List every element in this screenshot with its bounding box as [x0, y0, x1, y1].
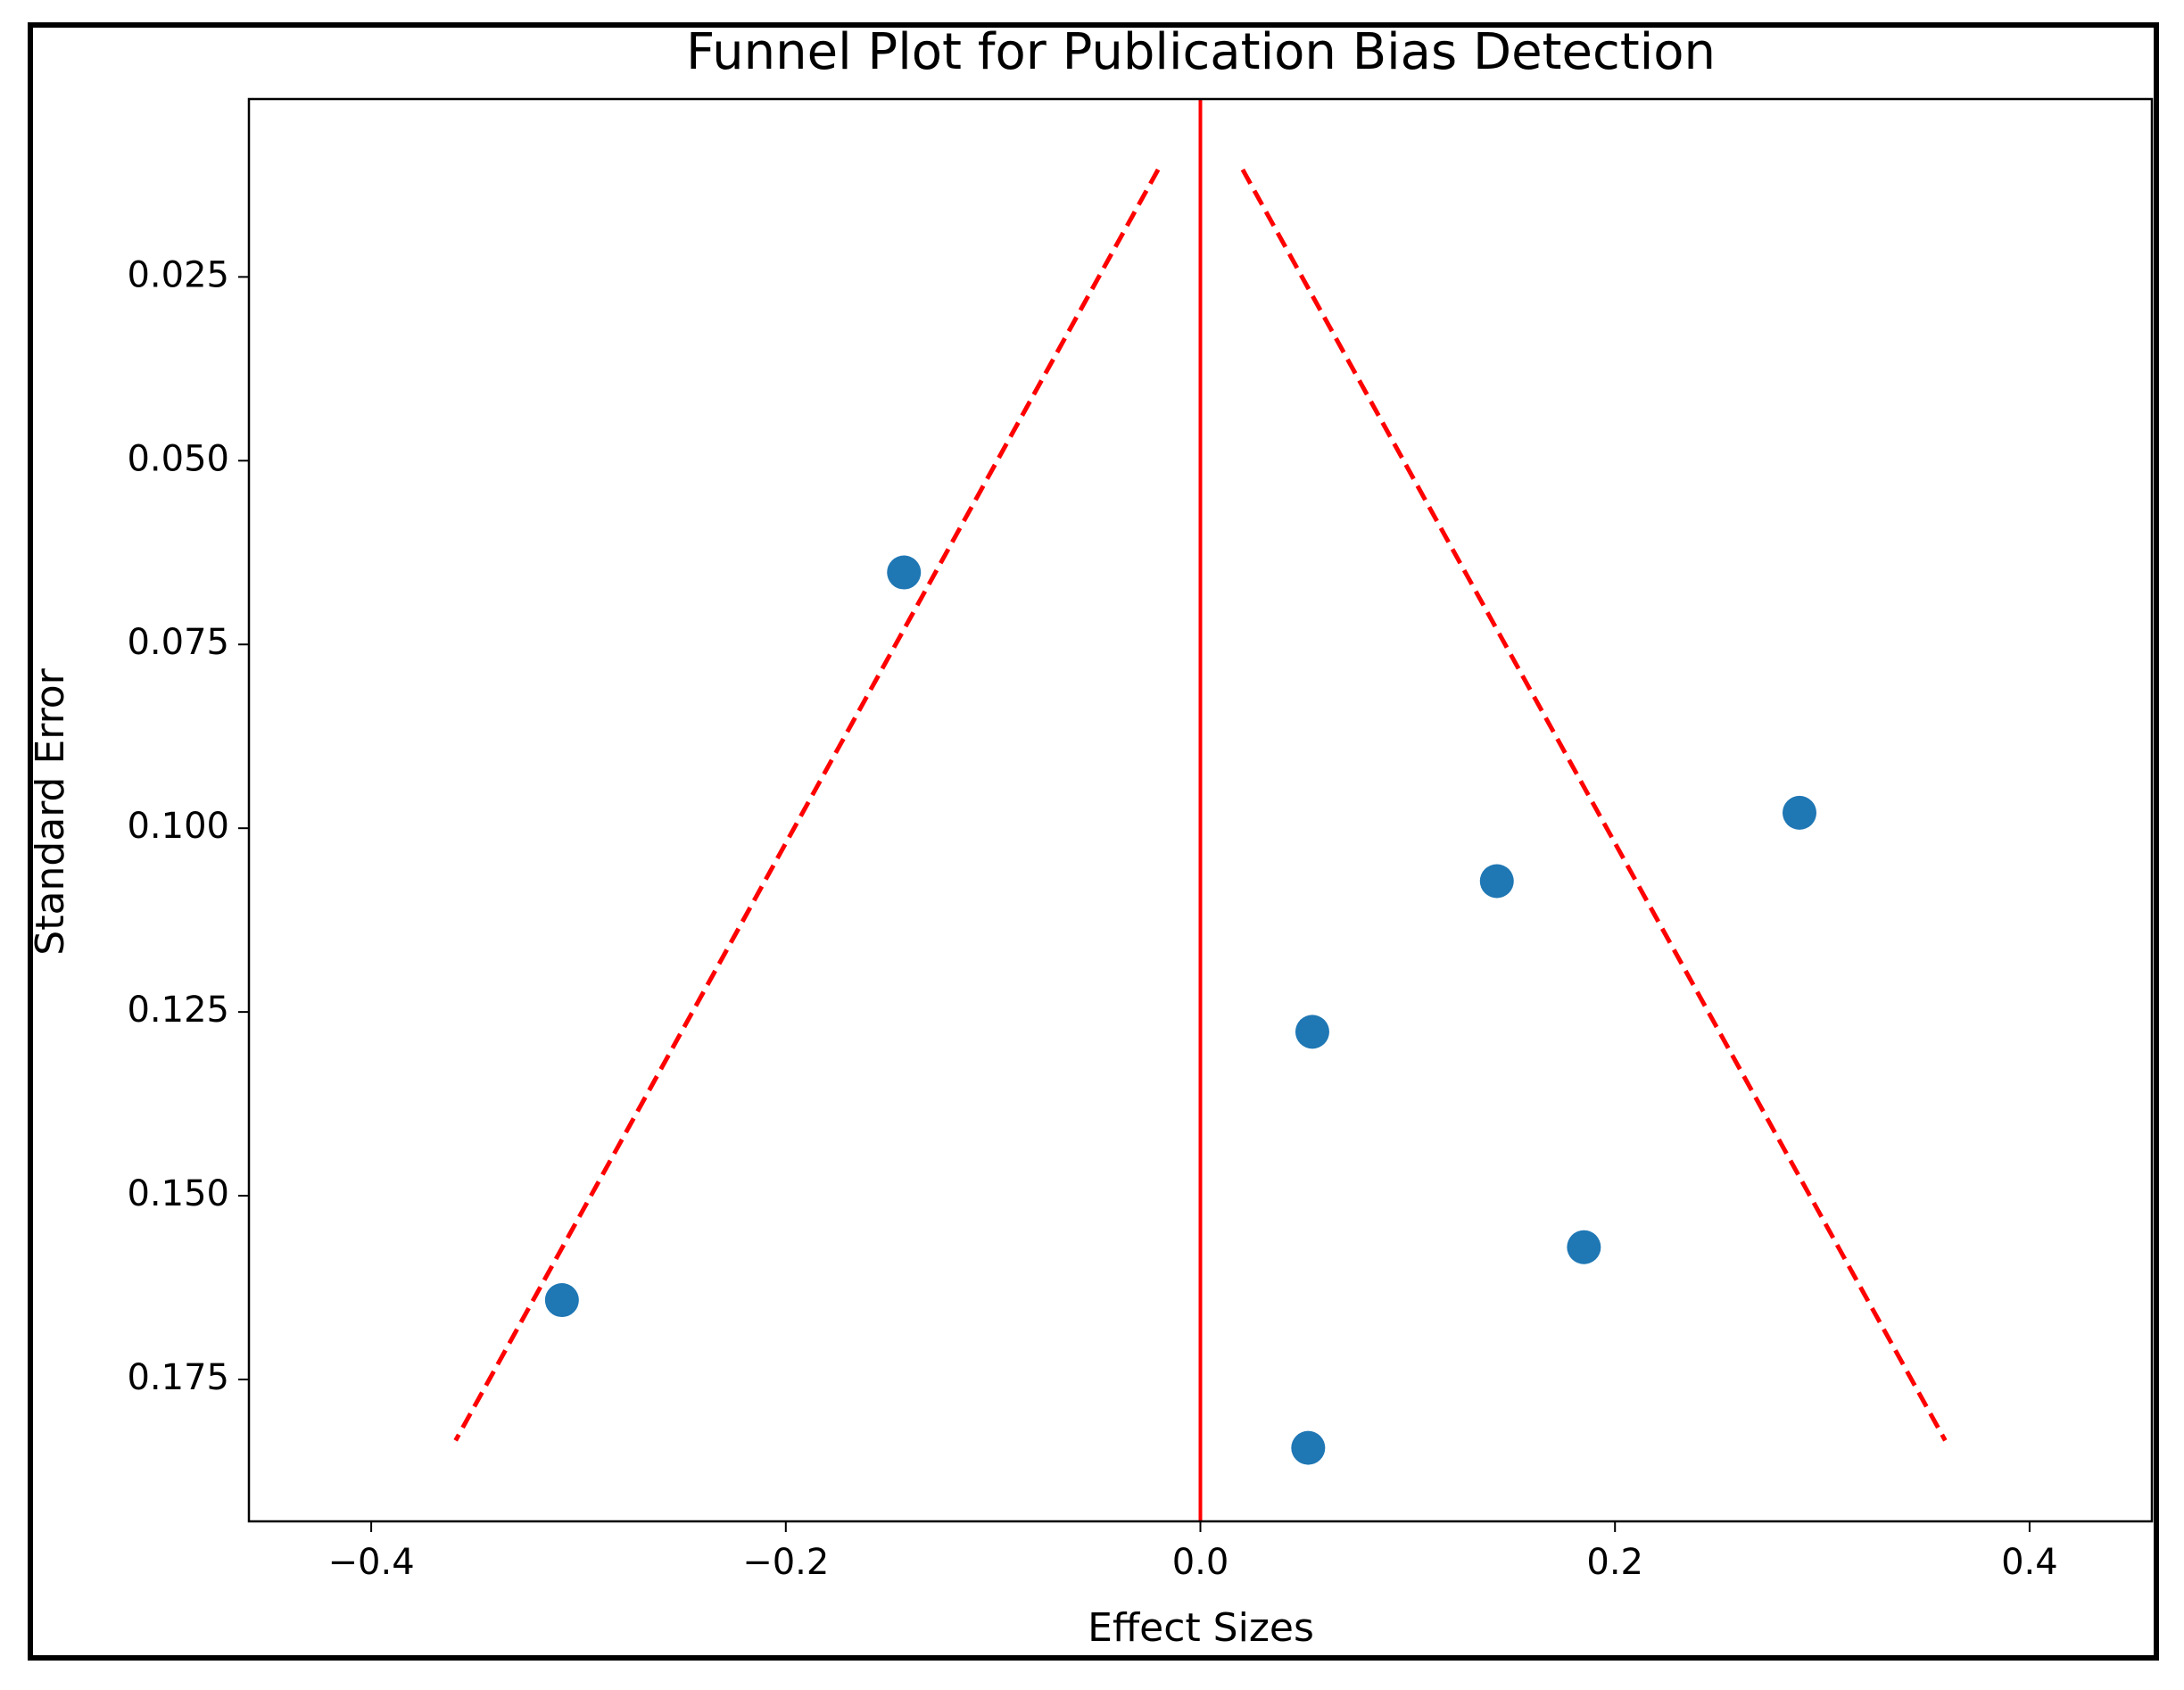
- data-point: [1291, 1430, 1326, 1465]
- x-tick-label: 0.4: [2001, 1542, 2058, 1583]
- chart-title: Funnel Plot for Publication Bias Detecti…: [686, 23, 1716, 81]
- data-point: [544, 1283, 579, 1318]
- y-tick-label: 0.075: [127, 622, 229, 663]
- data-point: [887, 555, 922, 590]
- data-point: [1295, 1015, 1329, 1049]
- plot-area: [247, 97, 2154, 1523]
- x-tick-label: −0.4: [328, 1542, 415, 1583]
- x-axis-label: Effect Sizes: [1088, 1605, 1314, 1651]
- data-point: [1479, 864, 1514, 899]
- y-tick-label: 0.050: [127, 438, 229, 479]
- y-axis-label: Standard Error: [28, 667, 73, 955]
- y-tick-label: 0.100: [127, 806, 229, 847]
- frame: [28, 22, 2159, 1661]
- x-tick-label: −0.2: [742, 1542, 829, 1583]
- funnel-line: [1240, 168, 1948, 1442]
- x-tick-label: 0.2: [1586, 1542, 1643, 1583]
- y-tick-label: 0.125: [127, 990, 229, 1031]
- data-point: [1783, 795, 1816, 830]
- y-tick-label: 0.025: [127, 254, 229, 295]
- y-tick-label: 0.175: [127, 1357, 229, 1398]
- funnel-line: [453, 168, 1161, 1442]
- y-tick-label: 0.150: [127, 1173, 229, 1214]
- x-tick-label: 0.0: [1172, 1542, 1229, 1583]
- data-point: [1567, 1230, 1601, 1264]
